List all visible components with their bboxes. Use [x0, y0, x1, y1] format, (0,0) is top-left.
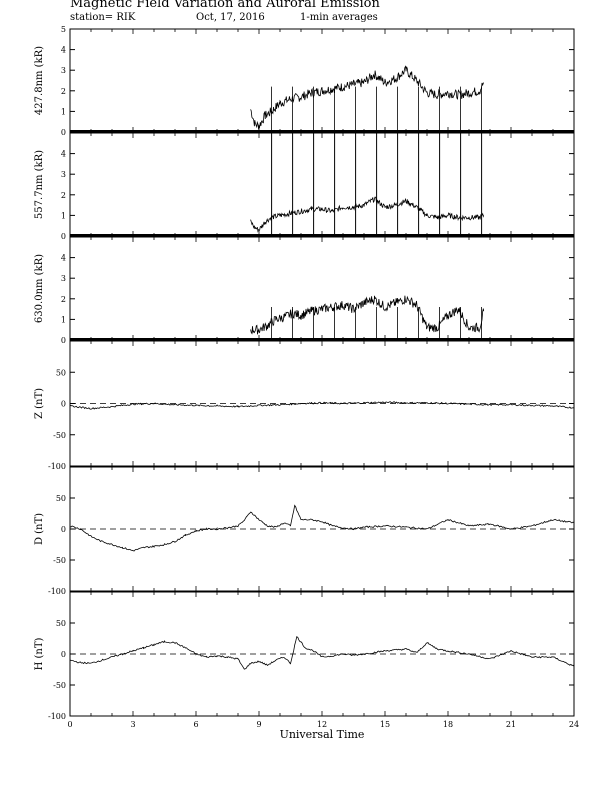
y-tick-label: 0: [61, 336, 66, 345]
y-tick-label: 4: [61, 254, 66, 263]
y-tick-label: 0: [61, 525, 66, 534]
x-tick-label: 15: [380, 720, 390, 729]
x-tick-label: 3: [130, 720, 135, 729]
y-axis-label: D (nT): [34, 513, 45, 545]
y-axis-label: H (nT): [34, 637, 45, 670]
station-label: station= RIK: [70, 12, 136, 23]
y-tick-label: 0: [61, 128, 66, 137]
averaging-label: 1-min averages: [300, 12, 378, 23]
y-axis-label: 630.0nm (kR): [34, 254, 45, 323]
x-tick-label: 9: [256, 720, 261, 729]
y-tick-label: -50: [53, 431, 66, 440]
date-label: Oct, 17, 2016: [196, 12, 265, 23]
y-tick-label: 1: [61, 211, 66, 220]
panel-frame: [69, 132, 575, 237]
panel-frame: [69, 28, 575, 133]
series-line-d: [69, 504, 575, 552]
panel-427: 0 1 2 3 4 5 427.8nm (kR): [34, 25, 575, 137]
y-tick-label: -100: [48, 462, 66, 471]
x-axis-label: Universal Time: [280, 728, 365, 741]
x-tick-label: 18: [443, 720, 453, 729]
y-tick-label: 0: [61, 232, 66, 241]
y-tick-label: 4: [61, 46, 66, 55]
y-tick-label: 50: [56, 619, 66, 628]
y-tick-label: 1: [61, 315, 66, 324]
panel-d: -100 -50 0 50 D (nT): [34, 466, 575, 596]
y-tick-label: 2: [61, 295, 66, 304]
panel-frame: [69, 236, 575, 341]
chart-title: Magnetic Field Variation and Auroral Emi…: [70, 0, 380, 11]
panel-h: -100 -50 0 50 H (nT): [34, 591, 575, 721]
series-line-427: [250, 65, 485, 130]
panel-z: -100 -50 0 50 Z (nT): [34, 340, 575, 471]
y-tick-label: 0: [61, 650, 66, 659]
y-axis-label: 557.7nm (kR): [34, 150, 45, 219]
y-tick-label: -50: [53, 556, 66, 565]
y-tick-label: 3: [61, 66, 66, 75]
y-tick-label: -100: [48, 712, 66, 721]
y-tick-label: 3: [61, 170, 66, 179]
series-line-557: [250, 196, 485, 233]
series-line-630: [250, 295, 485, 335]
panel-630: 0 1 2 3 4 630.0nm (kR): [34, 236, 575, 345]
x-tick-label: 0: [67, 720, 72, 729]
y-tick-label: -100: [48, 587, 66, 596]
series-line-z: [69, 401, 575, 410]
x-tick-label: 24: [569, 720, 579, 729]
y-axis-label: Z (nT): [34, 388, 45, 419]
y-tick-label: 50: [56, 494, 66, 503]
y-tick-label: 2: [61, 87, 66, 96]
y-tick-label: 3: [61, 274, 66, 283]
x-tick-label: 12: [317, 720, 327, 729]
y-tick-label: 1: [61, 107, 66, 116]
panel-557: 0 1 2 3 4 557.7nm (kR): [34, 132, 575, 241]
y-tick-label: 50: [56, 368, 66, 377]
y-tick-label: 4: [61, 150, 66, 159]
y-tick-label: 2: [61, 191, 66, 200]
y-tick-label: 0: [61, 400, 66, 409]
x-tick-label: 21: [506, 720, 516, 729]
series-line-h: [69, 636, 575, 670]
x-tick-label: 6: [193, 720, 198, 729]
y-tick-label: 5: [61, 25, 66, 34]
y-axis-label: 427.8nm (kR): [34, 46, 45, 115]
y-tick-label: -50: [53, 681, 66, 690]
